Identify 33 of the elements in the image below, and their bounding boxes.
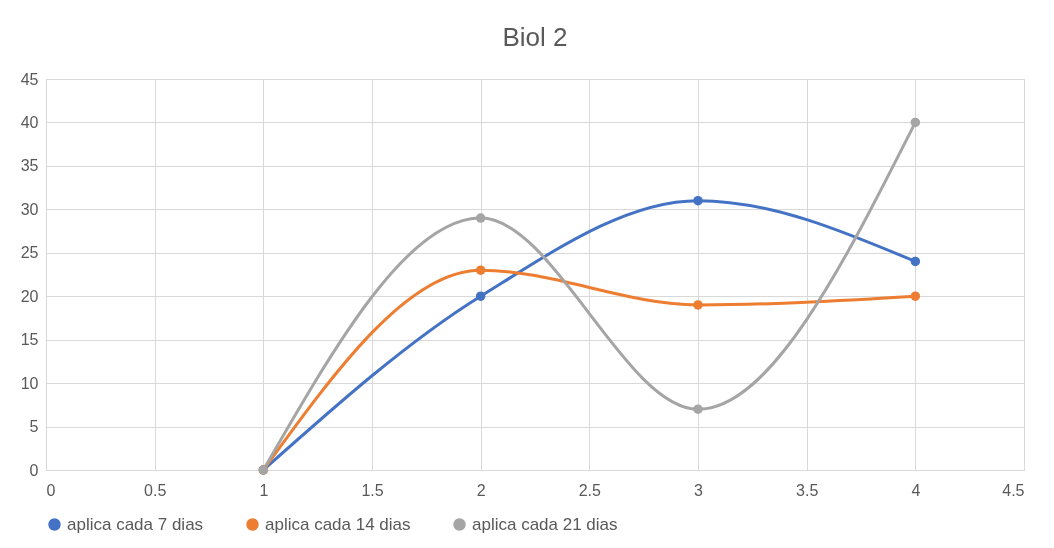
y-tick-label: 20 <box>20 287 39 305</box>
legend-label: aplica cada 21 dias <box>472 514 618 534</box>
x-tick-label: 4.5 <box>1002 481 1025 499</box>
y-tick-label: 0 <box>29 461 39 479</box>
x-tick-label: 2.5 <box>578 481 602 499</box>
chart-title: Biol 2 <box>502 22 568 52</box>
x-tick-label: 3 <box>694 481 704 499</box>
y-tick-label: 40 <box>20 113 39 131</box>
legend-label: aplica cada 14 dias <box>265 514 411 534</box>
x-tick-label: 1.5 <box>361 481 384 499</box>
y-tick-label: 15 <box>20 331 39 349</box>
x-tick-label: 0.5 <box>144 481 167 499</box>
point <box>693 195 703 206</box>
point <box>475 213 486 223</box>
point <box>693 300 703 310</box>
point <box>693 404 703 414</box>
x-tick-label: 1 <box>259 481 269 499</box>
y-tick-label: 10 <box>20 374 39 392</box>
y-tick-label: 25 <box>20 244 39 262</box>
x-tick-label: 4 <box>911 481 921 499</box>
y-tick-label: 5 <box>29 418 39 436</box>
point <box>910 117 921 128</box>
x-tick-label: 2 <box>476 481 486 499</box>
point <box>475 265 486 275</box>
point <box>910 256 921 267</box>
x-tick-label: 3.5 <box>796 481 819 499</box>
y-tick-label: 35 <box>20 157 39 175</box>
legend-label: aplica cada 7 dias <box>67 514 204 534</box>
point <box>910 291 921 301</box>
point <box>475 291 486 301</box>
y-tick-label: 45 <box>20 70 39 88</box>
x-tick-label: 0 <box>46 481 56 499</box>
y-tick-label: 30 <box>20 200 39 218</box>
